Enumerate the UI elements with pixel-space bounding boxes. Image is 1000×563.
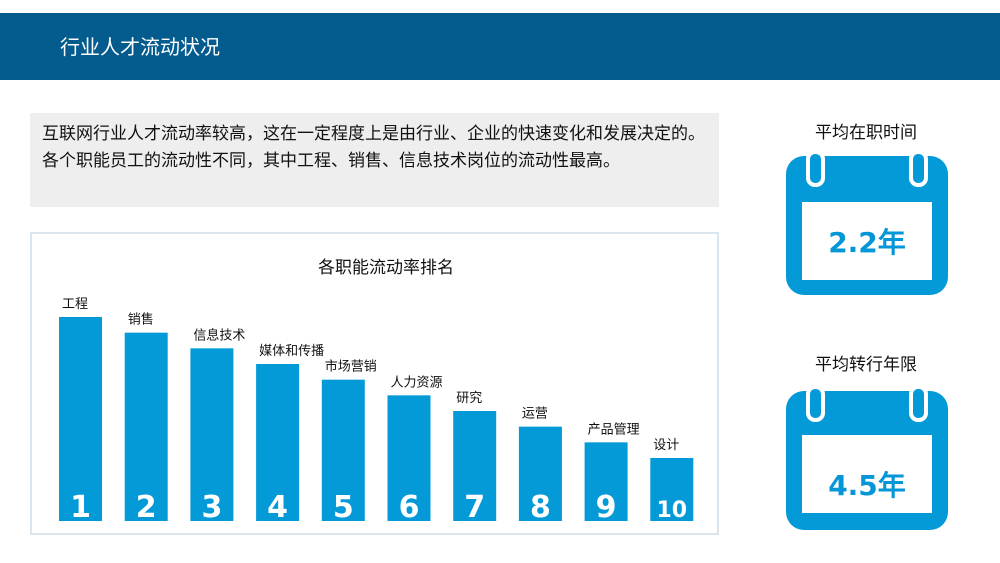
bar-chart: 各职能流动率排名 工程 1 销售 2 信息技术 3 媒体和传播 4 市场营销 5 人力资源 6 研究 7 运… <box>59 258 694 525</box>
stat-title-tenure: 平均在职时间 <box>815 123 917 143</box>
stat-value-tenure: 2.2年 <box>828 226 906 259</box>
rank-label: 8 <box>530 490 551 525</box>
calendar-icon: 2.2年 <box>786 152 948 295</box>
bar-9 <box>584 442 628 521</box>
category-label: 媒体和传播 <box>259 344 324 359</box>
calendar-icon: 4.5年 <box>786 387 948 530</box>
chart-panel: 各职能流动率排名 工程 1 销售 2 信息技术 3 媒体和传播 4 市场营销 5 人力资源 6 研究 7 运… <box>30 232 719 535</box>
bar-5 <box>321 379 365 521</box>
bar-1 <box>59 317 102 521</box>
category-label: 销售 <box>128 312 154 328</box>
category-label: 产品管理 <box>588 422 640 437</box>
category-label: 运营 <box>522 407 548 422</box>
stat-title-career-change: 平均转行年限 <box>815 355 917 375</box>
bar-10 <box>650 458 694 521</box>
header-bar: 行业人才流动状况 <box>0 13 1000 80</box>
category-label: 市场营销 <box>325 359 377 375</box>
category-label: 人力资源 <box>391 375 443 390</box>
rank-label: 10 <box>656 498 687 523</box>
chart-title: 各职能流动率排名 <box>318 258 454 278</box>
category-label: 工程 <box>62 297 88 312</box>
category-label: 设计 <box>653 438 679 453</box>
page-title: 行业人才流动状况 <box>60 35 220 59</box>
intro-text: 互联网行业人才流动率较高，这在一定程度上是由行业、企业的快速变化和发展决定的。各… <box>30 113 719 207</box>
rank-label: 4 <box>267 490 288 525</box>
rank-label: 7 <box>464 490 485 525</box>
category-label: 研究 <box>456 391 482 406</box>
bar-4 <box>256 364 300 521</box>
rank-label: 6 <box>399 490 420 525</box>
bar-6 <box>387 395 431 521</box>
bar-3 <box>190 348 234 521</box>
rank-label: 5 <box>333 490 354 525</box>
rank-label: 2 <box>136 490 157 525</box>
bar-7 <box>453 411 497 521</box>
category-label: 信息技术 <box>193 327 245 343</box>
rank-label: 3 <box>201 490 222 525</box>
bar-2 <box>124 332 168 521</box>
rank-label: 1 <box>70 490 91 525</box>
stat-value-career-change: 4.5年 <box>828 469 906 502</box>
bar-8 <box>518 426 562 521</box>
rank-label: 9 <box>596 490 617 525</box>
